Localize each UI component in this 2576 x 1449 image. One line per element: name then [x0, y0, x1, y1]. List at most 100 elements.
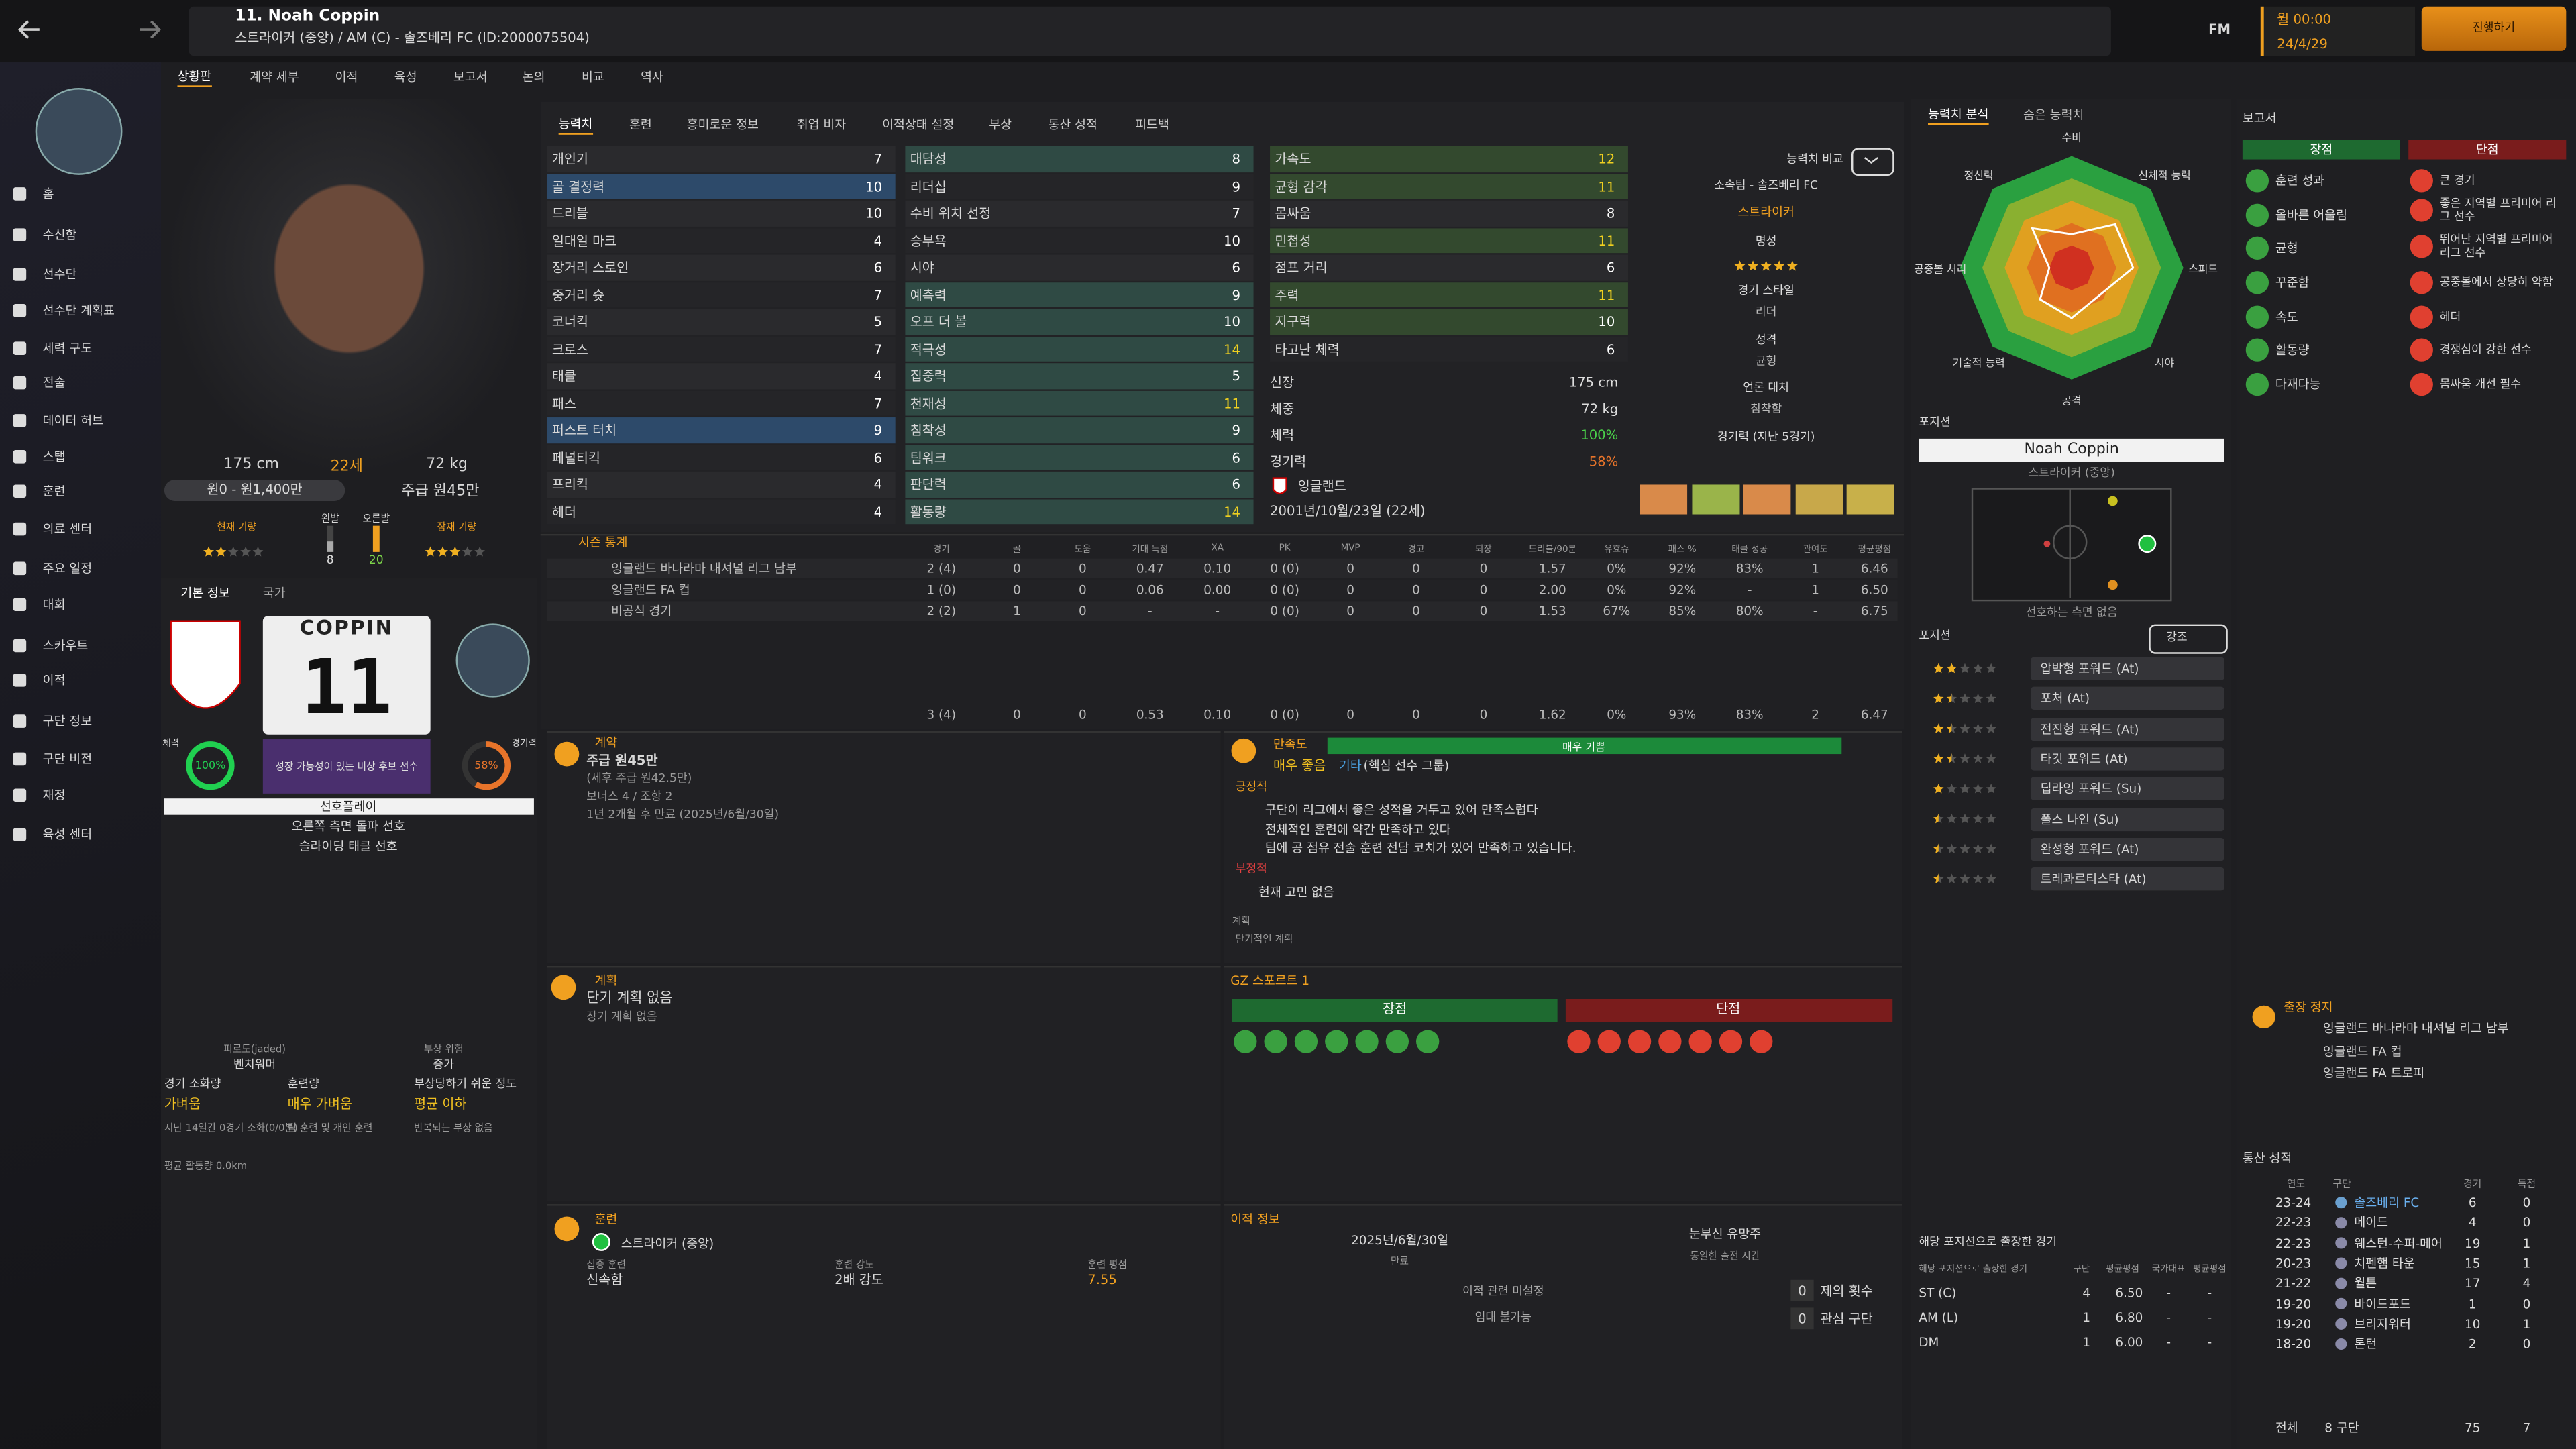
nav-item[interactable]: 스탭 — [42, 449, 66, 464]
text: 예측력 — [910, 287, 947, 303]
attribute-value: 9 — [1232, 287, 1240, 303]
name-bar — [1919, 438, 2224, 462]
attribute-value: 4 — [873, 477, 883, 492]
highlight-label[interactable]: 강조 — [2166, 631, 2188, 645]
attribute-value: 7 — [873, 287, 883, 303]
role-name[interactable]: 압박형 포워드 (At) — [2040, 661, 2139, 676]
nav-item[interactable]: 홈 — [42, 186, 54, 202]
nav-item[interactable]: 구단 비전 — [42, 751, 93, 767]
profile-tab[interactable]: 상황판 — [177, 67, 212, 87]
text: 경기 — [932, 545, 950, 555]
role-dropdown — [2030, 657, 2224, 680]
club-icon — [2335, 1257, 2347, 1269]
text: 동일한 출전 시간 — [1690, 1250, 1760, 1263]
nav-item[interactable]: 대회 — [42, 597, 66, 612]
role-name[interactable]: 완성형 포워드 (At) — [2040, 841, 2139, 857]
attribute-tab[interactable]: 부상 — [989, 117, 1012, 133]
analysis-tab[interactable]: 숨은 능력치 — [2023, 107, 2084, 123]
role-name[interactable]: 타깃 포워드 (At) — [2040, 751, 2128, 767]
nav-item[interactable]: 이적 — [42, 672, 66, 688]
attribute-tab[interactable]: 피드백 — [1135, 117, 1169, 133]
text: - — [2166, 1310, 2171, 1326]
text: 골 결정력 — [551, 178, 605, 194]
star-full — [1946, 663, 1957, 674]
attribute-tab[interactable]: 능력치 — [558, 115, 593, 135]
text: 드리블 — [551, 206, 588, 221]
star-empty — [1946, 783, 1957, 794]
profile-tab[interactable]: 계약 세부 — [250, 70, 299, 85]
attribute-tab[interactable]: 통산 성적 — [1048, 117, 1097, 133]
profile-tab[interactable]: 이적 — [335, 70, 358, 85]
attribute-value: 10 — [865, 178, 883, 194]
text: 스트라이커 (중앙) / AM (C) - 솔즈베리 FC (ID:200007… — [235, 30, 590, 46]
text: 1 — [1013, 604, 1021, 619]
attribute-value: 8 — [1606, 206, 1615, 221]
nav-item[interactable]: 전술 — [42, 375, 66, 390]
text: 기대 득점 — [1132, 545, 1169, 555]
gz-weakness-bar — [1565, 998, 1893, 1022]
profile-tab[interactable]: 보고서 — [453, 70, 488, 85]
search-box[interactable] — [189, 6, 2111, 56]
continue-button[interactable] — [2421, 6, 2567, 51]
text: 3 (4) — [926, 707, 957, 722]
role-name[interactable]: 트레콰르티스타 (At) — [2040, 871, 2147, 887]
nav-item[interactable]: 의료 센터 — [42, 521, 93, 537]
nav-item[interactable]: 재정 — [42, 788, 66, 803]
compare-button[interactable] — [1851, 148, 1894, 176]
weakness-bar — [2408, 140, 2567, 160]
profile-tab[interactable]: 역사 — [641, 70, 663, 85]
text: 평균 활동량 0.0km — [164, 1161, 248, 1173]
text: 솔즈베리 FC — [2354, 1195, 2420, 1210]
nav-item[interactable]: 수신함 — [42, 227, 77, 243]
text: 22세 — [330, 459, 363, 476]
text: 단기적인 계획 — [1235, 934, 1293, 946]
chevron — [1864, 157, 1878, 164]
role-name[interactable]: 딥라잉 포워드 (Su) — [2040, 781, 2142, 796]
profile-tab[interactable]: 비교 — [581, 70, 604, 85]
attribute-tab[interactable]: 흥미로운 정보 — [686, 117, 759, 133]
attribute-tab[interactable]: 훈련 — [629, 117, 652, 133]
analysis-tab[interactable]: 능력치 분석 — [1928, 105, 1989, 125]
nav-item[interactable]: 구단 정보 — [42, 714, 93, 729]
info-tab[interactable]: 기본 정보 — [180, 586, 230, 601]
text: PK — [1279, 543, 1291, 554]
text: 구단 — [2073, 1265, 2090, 1275]
text: 훈련 — [594, 1212, 618, 1227]
nav-item[interactable]: 스카우트 — [42, 638, 89, 653]
nav-item[interactable]: 육성 센터 — [42, 827, 93, 843]
continue-label[interactable]: 진행하기 — [2473, 21, 2516, 35]
text: 단점 — [2475, 142, 2499, 157]
text: 1 — [2522, 1316, 2531, 1332]
attribute-tab[interactable]: 이적상태 설정 — [882, 117, 955, 133]
weakness-icon — [2410, 169, 2433, 193]
role-name[interactable]: 포처 (At) — [2040, 691, 2090, 706]
nav-item[interactable]: 주요 일정 — [42, 561, 93, 576]
nav-item[interactable]: 훈련 — [42, 484, 66, 499]
highlight-button[interactable] — [2149, 624, 2228, 654]
nav-item[interactable]: 선수단 — [42, 266, 77, 282]
attribute-tab[interactable]: 취업 비자 — [796, 117, 847, 133]
star-empty — [1986, 873, 1996, 883]
nav-item[interactable]: 세력 구도 — [42, 341, 93, 356]
text: 8 — [326, 553, 334, 567]
nav-item[interactable]: 선수단 계획표 — [42, 303, 115, 318]
star-empty — [1960, 723, 1970, 733]
text: 민첩성 — [1275, 233, 1311, 248]
text: 11. Noah Coppin — [235, 7, 380, 25]
nav-item[interactable]: 데이터 허브 — [42, 413, 104, 428]
gz-icon — [1416, 1030, 1440, 1053]
star-empty — [462, 546, 473, 557]
role-name[interactable]: 전진형 포워드 (At) — [2040, 721, 2139, 737]
role-name[interactable]: 폴스 나인 (Su) — [2040, 811, 2119, 826]
info-tab[interactable]: 국가 — [262, 586, 286, 601]
nav-icon — [13, 674, 27, 687]
text: 1 — [2468, 1296, 2477, 1311]
gz-icon — [1385, 1030, 1409, 1053]
text: 1 — [2522, 1255, 2531, 1271]
profile-tab[interactable]: 육성 — [394, 70, 417, 85]
text: 10 — [2465, 1316, 2481, 1332]
profile-tab[interactable]: 논의 — [522, 70, 545, 85]
text: 0 — [1412, 604, 1420, 619]
text: 기타 — [1338, 758, 1362, 773]
